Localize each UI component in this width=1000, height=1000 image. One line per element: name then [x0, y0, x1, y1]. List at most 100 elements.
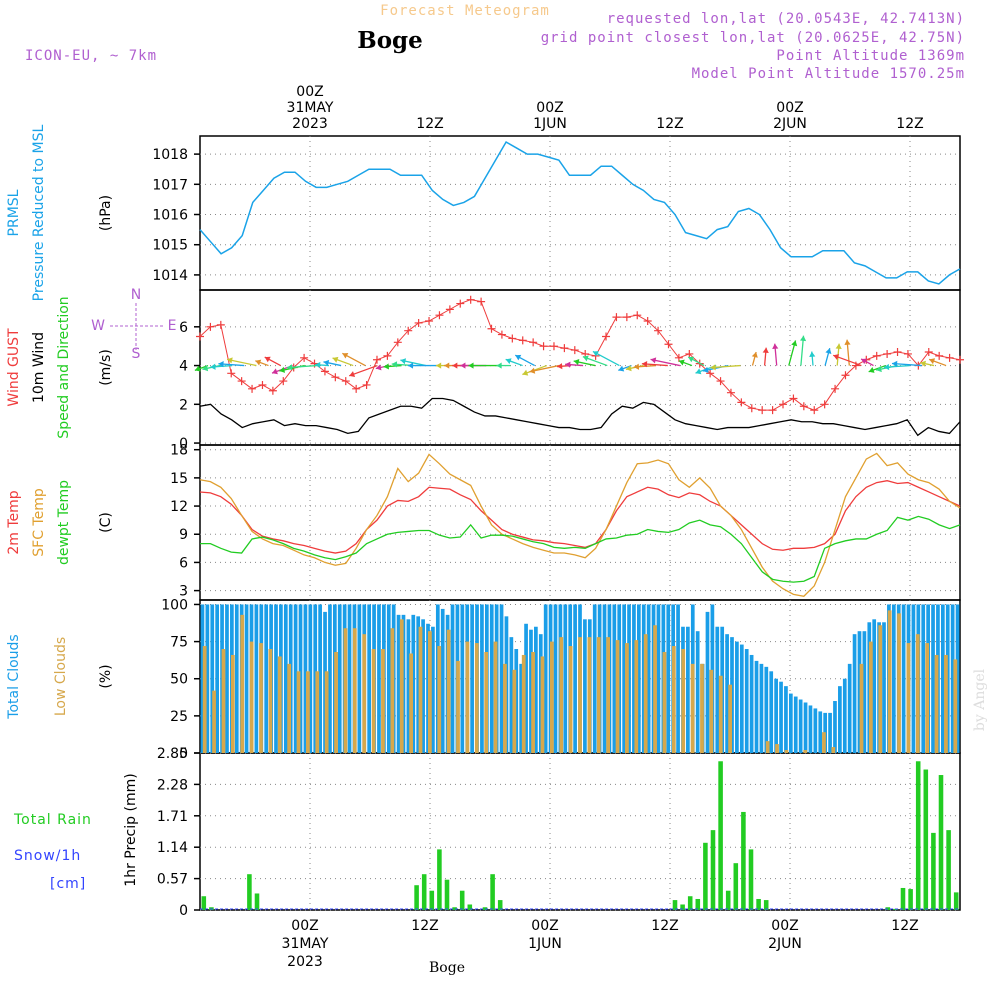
gust-point [425, 317, 434, 325]
low-clouds-bar [944, 654, 948, 753]
wind-arrow-head [522, 369, 529, 376]
wind-arrow-head [383, 363, 389, 370]
total-clouds-bar [725, 634, 729, 753]
total-clouds-bar [298, 604, 303, 753]
wind-arrow-head [436, 362, 442, 369]
low-clouds-bar [371, 649, 376, 753]
top-time-label: 2JUN [773, 116, 807, 132]
wind-arrow-head [452, 362, 458, 369]
rain-bar [444, 879, 450, 910]
wind-arrow-head [835, 343, 842, 350]
total-clouds-bar [940, 604, 945, 753]
total-clouds-bar [421, 619, 425, 753]
low-clouds-bar [803, 750, 808, 753]
model-altitude: Model Point Altitude 1570.25m [692, 66, 965, 82]
gust-point [716, 377, 725, 386]
y-axis-label: (C) [98, 512, 114, 533]
wind-arrow-head [799, 335, 807, 342]
total-clouds-bar [396, 614, 401, 753]
total-clouds-bar [793, 696, 798, 753]
rain-bar [254, 893, 260, 910]
total-clouds-bar [764, 666, 769, 753]
total-clouds-bar [891, 604, 896, 753]
total-clouds-bar [234, 604, 239, 753]
low-clouds-bar [352, 628, 357, 753]
rain-bar [915, 761, 921, 910]
wind-arrow-head [529, 367, 536, 374]
low-clouds-bar [915, 634, 920, 753]
bottom-time-label: 2023 [287, 954, 323, 970]
y-tick-label: 9 [179, 527, 188, 543]
gust-point [820, 400, 829, 409]
total-clouds-bar [646, 604, 651, 753]
total-clouds-bar [205, 604, 210, 753]
gust-point [320, 367, 329, 376]
total-clouds-bar [813, 708, 818, 753]
y-tick-label: 12 [170, 499, 188, 515]
total-clouds-bar [911, 604, 916, 753]
gust-point [362, 380, 371, 389]
low-clouds-bar [765, 741, 770, 753]
wind-arrow-head [625, 365, 632, 372]
top-time-label: 12Z [656, 116, 683, 132]
wind-arrow-head [218, 361, 224, 368]
low-clouds-bar [306, 671, 310, 753]
y-axis-label: Low Clouds [53, 637, 69, 716]
total-clouds-bar [705, 611, 710, 753]
gust-point [872, 351, 881, 360]
total-clouds-bar [416, 616, 421, 753]
top-time-label: 00Z [776, 100, 803, 116]
total-clouds-bar [592, 604, 597, 753]
wind-arrow-head [286, 364, 293, 371]
y-axis-label: 2m Temp [6, 490, 22, 554]
low-clouds-bar [728, 684, 732, 753]
wind-arrow-head [751, 352, 758, 358]
y-tick-label: 100 [161, 597, 188, 613]
rain-bar [953, 892, 959, 910]
low-clouds-bar [897, 613, 901, 753]
y-axis-label: (m/s) [98, 349, 114, 386]
wind-arrow-head [227, 357, 233, 364]
gust-point [768, 406, 777, 415]
y-axis-label: PRMSL [6, 189, 22, 236]
rain-bar [946, 830, 951, 910]
wind-arrow-head [468, 362, 474, 369]
wind-arrow-head [825, 348, 832, 354]
gust-point [945, 353, 954, 362]
wind-arrow-head [460, 362, 466, 369]
low-clouds-bar [568, 646, 573, 753]
total-clouds-bar [632, 604, 636, 753]
total-clouds-bar [450, 604, 455, 753]
wind-arrow-head [641, 361, 648, 368]
wind-arrow-head [868, 367, 875, 373]
wind-arrow-head [375, 364, 382, 371]
point-altitude: Point Altitude 1369m [776, 48, 965, 64]
low-clouds-bar [709, 669, 714, 753]
wind-arrow-head [400, 358, 407, 365]
gust-point [352, 384, 361, 393]
gust-point [883, 349, 892, 358]
dewpoint-line [200, 515, 961, 583]
total-clouds-bar [735, 641, 739, 753]
y-axis-label: 10m Wind [31, 332, 47, 403]
bottom-time-label: 31MAY [282, 936, 329, 952]
total-clouds-bar [744, 649, 749, 753]
y-axis-label: dewpt Temp [56, 480, 72, 565]
gust-point [477, 297, 486, 306]
low-clouds-bar [559, 637, 564, 753]
rain-bar [733, 863, 739, 910]
wind-arrow-head [202, 365, 209, 372]
gust-point [841, 371, 850, 380]
gust-point [831, 384, 840, 393]
total-clouds-bar [318, 604, 322, 753]
total-clouds-bar [264, 604, 269, 753]
total-clouds-bar [534, 626, 538, 753]
total-clouds-bar [347, 604, 352, 753]
low-clouds-bar [437, 646, 442, 753]
total-clouds-bar [901, 604, 906, 753]
low-clouds-bar [718, 675, 723, 753]
low-clouds-bar [399, 619, 404, 753]
total-clouds-bar [386, 604, 391, 753]
low-clouds-bar [446, 629, 451, 753]
total-clouds-bar [862, 631, 867, 753]
